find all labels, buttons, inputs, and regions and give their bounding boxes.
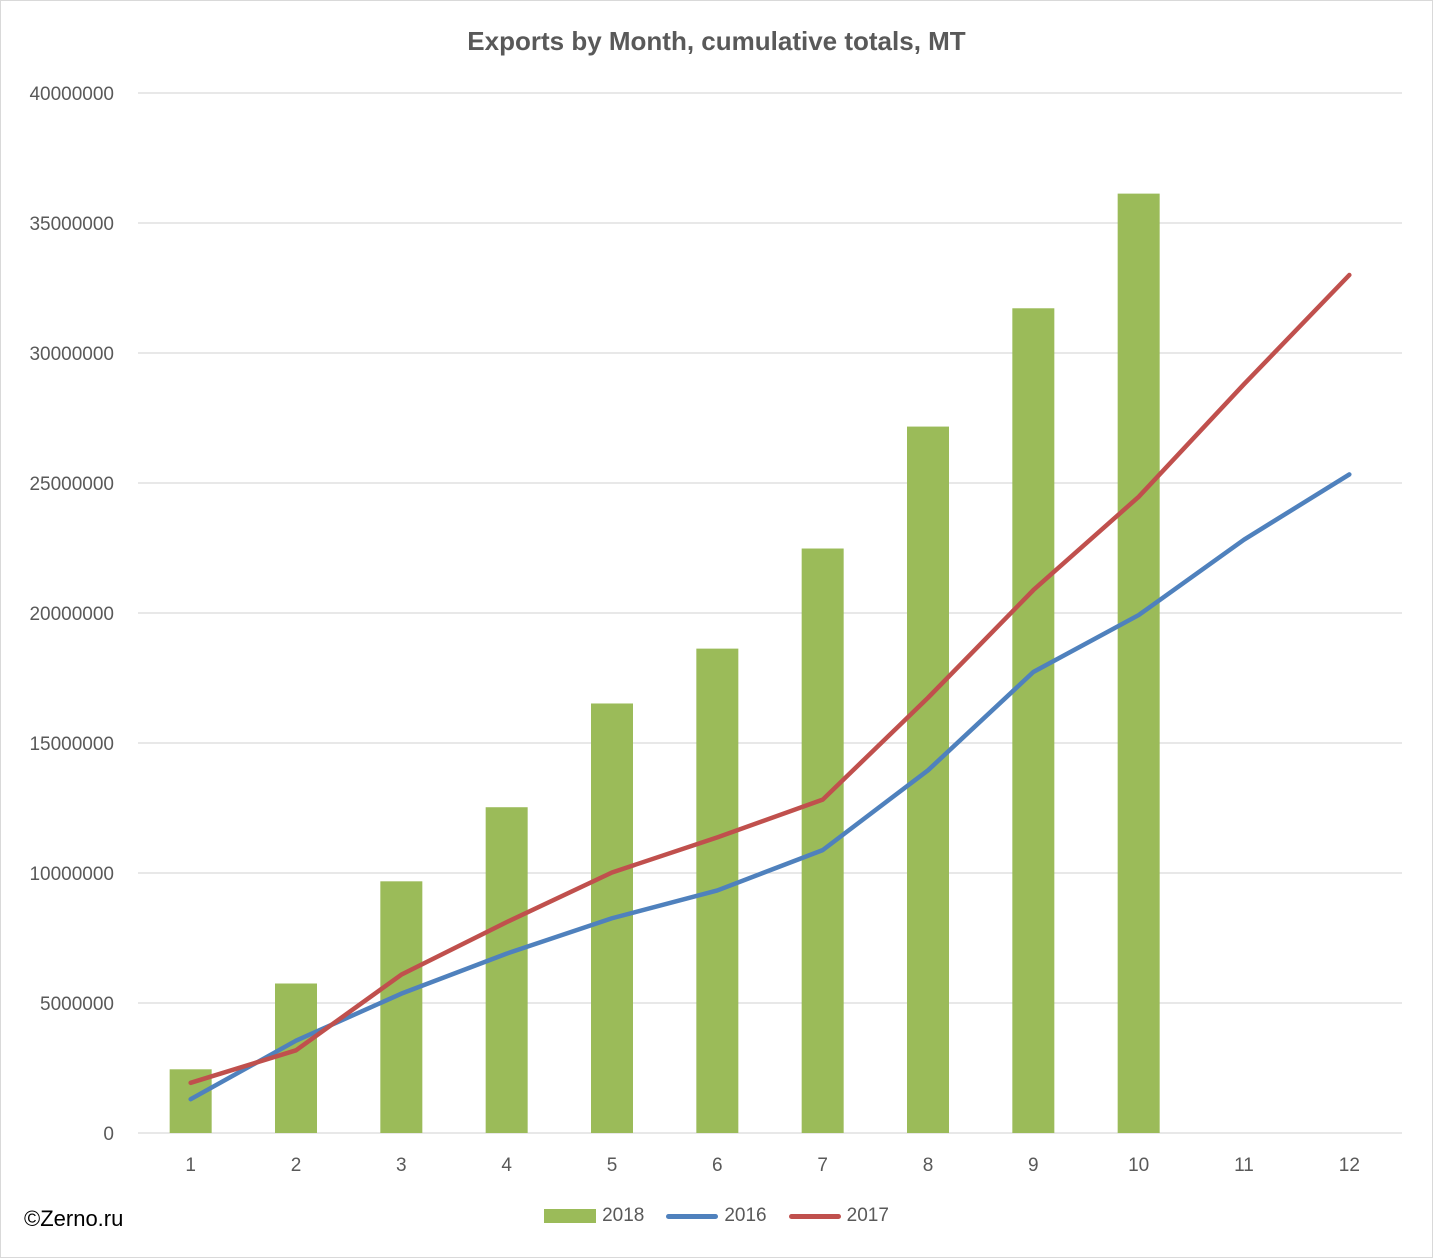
- y-tick-label: 5000000: [40, 994, 114, 1015]
- bar: [1117, 193, 1160, 1133]
- y-tick-label: 15000000: [29, 734, 114, 755]
- x-tick-label: 11: [1234, 1155, 1254, 1176]
- legend: 2018 2016 2017: [0, 1205, 1433, 1227]
- bar: [275, 983, 317, 1133]
- x-tick-label: 1: [185, 1155, 196, 1176]
- legend-item-2018: 2018: [544, 1205, 644, 1227]
- x-tick-label: 2: [291, 1155, 302, 1176]
- y-tick-label: 20000000: [29, 604, 114, 625]
- legend-label-2016: 2016: [724, 1205, 767, 1226]
- legend-label-2018: 2018: [602, 1205, 645, 1226]
- bar: [485, 807, 528, 1133]
- y-tick-label: 0: [103, 1124, 114, 1145]
- x-tick-label: 5: [607, 1155, 618, 1176]
- y-tick-label: 25000000: [29, 474, 114, 495]
- x-tick-label: 9: [1028, 1155, 1039, 1176]
- series-line-2017: [188, 272, 1352, 1086]
- bar: [1012, 308, 1055, 1133]
- x-axis-ticks: 1 2 3 4 5 6 7 8 9 10 11 12: [185, 1155, 1360, 1176]
- bar: [380, 881, 423, 1133]
- legend-swatch-2016: [666, 1213, 719, 1219]
- watermark: ©Zerno.ru: [24, 1206, 124, 1231]
- x-tick-label: 12: [1339, 1155, 1360, 1176]
- gridlines: [138, 92, 1402, 1134]
- legend-swatch-2017: [788, 1213, 841, 1219]
- y-axis-ticks: 0 5000000 10000000 15000000 20000000 25000000…: [29, 84, 114, 1145]
- y-tick-label: 30000000: [29, 344, 114, 365]
- bar-series-2018: [169, 193, 1160, 1134]
- x-tick-label: 10: [1128, 1155, 1149, 1176]
- x-tick-label: 4: [501, 1155, 512, 1176]
- legend-item-2017: 2017: [788, 1205, 889, 1227]
- legend-item-2016: 2016: [666, 1205, 767, 1227]
- x-tick-label: 3: [396, 1155, 407, 1176]
- series-line-2016: [188, 472, 1352, 1102]
- chart-title: Exports by Month, cumulative totals, MT: [467, 26, 966, 56]
- legend-label-2017: 2017: [846, 1205, 889, 1226]
- y-tick-label: 40000000: [29, 84, 114, 105]
- x-tick-label: 6: [712, 1155, 723, 1176]
- legend-swatch-2018: [544, 1209, 597, 1223]
- x-tick-label: 8: [923, 1155, 934, 1176]
- y-tick-label: 35000000: [29, 214, 114, 235]
- x-tick-label: 7: [817, 1155, 828, 1176]
- line-series: [188, 272, 1352, 1102]
- y-tick-label: 10000000: [29, 864, 114, 885]
